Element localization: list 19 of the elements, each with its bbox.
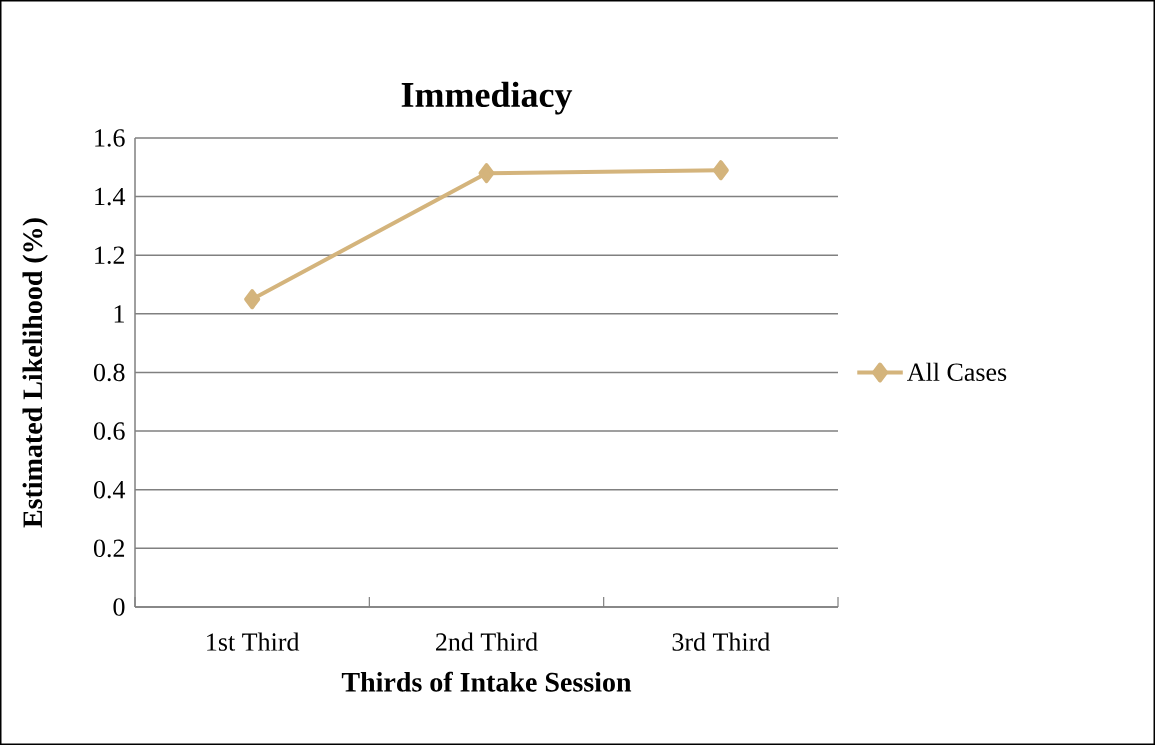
x-tick-label: 2nd Third xyxy=(436,632,538,651)
y-tick-label: 1.6 xyxy=(95,129,125,147)
y-tick-label: 0.6 xyxy=(93,422,125,440)
point xyxy=(712,160,729,181)
legend-label: All Cases xyxy=(907,362,1007,382)
point xyxy=(244,289,261,310)
y-tick-label: 0.4 xyxy=(93,480,126,499)
y-axis-title: Estimated Likelihood (%) xyxy=(22,218,48,528)
y-tick-label: 1 xyxy=(114,305,124,323)
y-tick-label: 0.8 xyxy=(93,363,125,382)
y-tick-label: 1.4 xyxy=(95,187,126,206)
chart-title: Immediacy xyxy=(401,81,573,115)
x-tick-label: 3rd Third xyxy=(672,632,770,651)
point xyxy=(478,163,495,184)
x-axis-title: Thirds of Intake Session xyxy=(341,671,632,692)
x-tick-label: 1st Third xyxy=(207,632,300,651)
y-tick-label: 0 xyxy=(113,598,125,616)
y-tick-label: 0.2 xyxy=(93,539,125,558)
y-tick-label: 1.2 xyxy=(95,246,125,265)
